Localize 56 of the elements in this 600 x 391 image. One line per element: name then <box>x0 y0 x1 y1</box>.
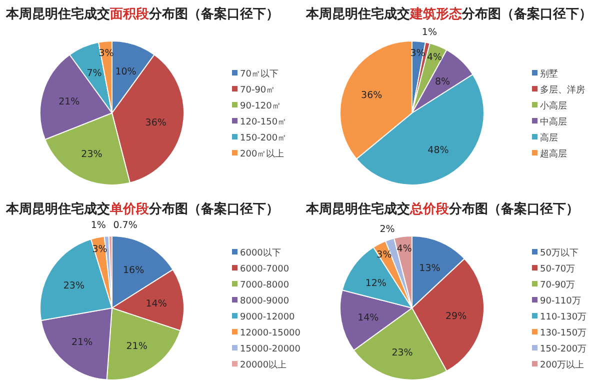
legend-label: 150-200㎡ <box>240 134 287 144</box>
data-label: 16% <box>123 264 144 276</box>
data-label: 10% <box>115 66 136 78</box>
data-label: 48% <box>428 145 449 156</box>
data-label: 23% <box>63 280 84 292</box>
data-label: 21% <box>126 341 148 352</box>
legend-label: 高层 <box>540 132 558 144</box>
data-label: 1% <box>90 220 106 232</box>
legend-label: 12000-15000 <box>240 328 301 338</box>
data-label: 7% <box>86 68 102 80</box>
legend-label: 中高层 <box>540 116 567 128</box>
data-label: 4% <box>396 243 412 254</box>
data-label: 0.7% <box>113 220 138 232</box>
legend-label: 超高层 <box>540 148 567 160</box>
legend-label: 70㎡以下 <box>240 68 278 80</box>
data-label: 13% <box>419 263 440 274</box>
legend-label: 6000以下 <box>240 248 281 258</box>
data-label: 14% <box>358 312 379 324</box>
chart-title: 本周昆明住宅成交总价段分布图（备案口径下） <box>305 201 579 217</box>
data-label: 36% <box>361 90 382 101</box>
legend-label: 200万以上 <box>540 360 584 370</box>
legend-label: 50万以下 <box>540 248 578 258</box>
chart-title: 本周昆明住宅成交单价段分布图（备案口径下） <box>5 201 279 217</box>
legend-label: 多层、洋房 <box>540 84 585 96</box>
data-label: 14% <box>146 298 167 310</box>
data-label: 1% <box>422 26 437 38</box>
legend-label: 130-150万 <box>540 328 587 338</box>
legend-label: 110-130万 <box>540 312 587 322</box>
chart-title: 本周昆明住宅成交建筑形态分布图（备案口径下） <box>305 6 592 22</box>
data-label: 23% <box>81 148 102 160</box>
legend-label: 别墅 <box>540 68 558 80</box>
legend-label: 9000-12000 <box>240 312 296 322</box>
data-label: 36% <box>145 117 166 128</box>
legend-label: 20000以上 <box>240 360 287 370</box>
legend-label: 8000-9000 <box>240 296 290 306</box>
data-label: 23% <box>392 348 413 359</box>
data-label: 21% <box>58 96 80 108</box>
legend-label: 70-90㎡ <box>240 86 276 96</box>
data-label: 12% <box>365 278 386 289</box>
data-label: 8% <box>435 76 450 88</box>
legend-label: 120-150㎡ <box>240 118 287 128</box>
legend-label: 200㎡以上 <box>240 148 284 160</box>
data-label: 4% <box>426 52 442 64</box>
data-label: 2% <box>380 224 395 235</box>
legend-label: 小高层 <box>540 100 567 112</box>
chart-title: 本周昆明住宅成交面积段分布图（备案口径下） <box>5 6 279 22</box>
legend-label: 7000-8000 <box>240 280 290 290</box>
legend-label: 90-120㎡ <box>240 102 281 112</box>
legend-label: 50-70万 <box>540 264 576 274</box>
data-label: 21% <box>72 337 93 348</box>
legend-label: 70-90万 <box>540 280 576 290</box>
legend-label: 90-110万 <box>540 296 581 306</box>
legend-label: 6000-7000 <box>240 264 290 274</box>
data-label: 29% <box>446 310 467 322</box>
legend-label: 150-200万 <box>540 344 587 354</box>
legend-label: 15000-20000 <box>240 344 301 354</box>
